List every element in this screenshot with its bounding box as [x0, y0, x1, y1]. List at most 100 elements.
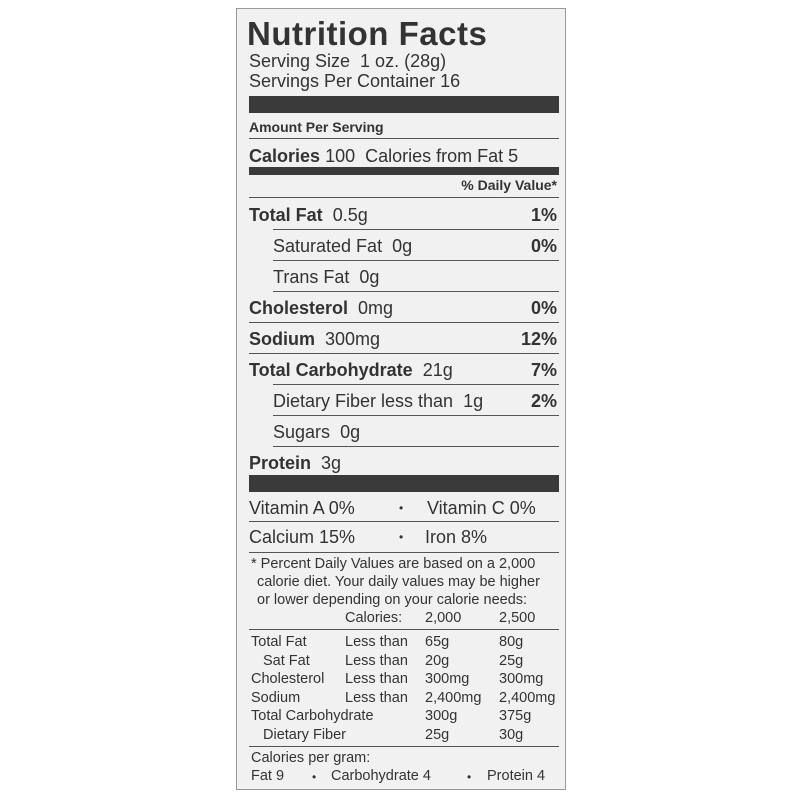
table-cell: 25g	[425, 727, 450, 743]
calories-per-gram-protein: Protein 4	[487, 768, 546, 784]
table-cell: Less than	[345, 671, 408, 688]
table-cell: Sat Fat	[263, 652, 310, 669]
table-cell: Sodium	[251, 689, 301, 706]
footnote-line: * Percent Daily Values are based on a 2,…	[251, 556, 536, 572]
table-cell: 20g	[425, 652, 450, 669]
table-cell: Less than	[345, 634, 408, 650]
calories-value: 100	[325, 146, 356, 166]
nutrient-amount: 0mg	[358, 298, 394, 318]
nutrient-label: Saturated Fat	[273, 236, 383, 256]
separator-dot: •	[399, 501, 404, 515]
divider	[249, 353, 559, 354]
table-cell: Total Carbohydrate	[251, 708, 374, 725]
table-cell: 25g	[499, 652, 524, 669]
nutrient-daily-value: 0%	[530, 236, 557, 256]
nutrition-facts-label: Nutrition Facts Serving Size 1 oz. (28g)…	[236, 8, 566, 790]
nutrient-amount: 1g	[463, 391, 484, 411]
divider	[249, 552, 559, 553]
thick-divider	[249, 475, 559, 492]
nutrient-label: Total Fat	[249, 205, 323, 225]
serving-size: Serving Size 1 oz. (28g)	[249, 51, 447, 71]
divider	[273, 415, 559, 416]
table-cell: 300g	[425, 708, 458, 725]
vitamin-right: Iron 8%	[425, 527, 488, 547]
nutrient-daily-value: 1%	[530, 205, 557, 225]
table-cell: 2,400mg	[499, 689, 556, 706]
table-cell: 80g	[499, 634, 524, 650]
table-header-cell: Calories:	[345, 610, 403, 626]
nutrient-row: Saturated Fat 0g	[273, 237, 412, 255]
table-cell: 2,400mg	[425, 689, 482, 706]
footnote-line: calorie diet. Your daily values may be h…	[257, 574, 540, 590]
calories-row: Calories 100 Calories from Fat 5	[249, 147, 518, 165]
servings-per-container: Servings Per Container 16	[249, 71, 461, 91]
divider	[249, 138, 559, 139]
nutrient-row: Sugars 0g	[273, 423, 360, 441]
table-cell: Total Fat	[251, 634, 307, 650]
calories-per-gram-carbohydrate: Carbohydrate 4	[331, 768, 431, 784]
table-cell: Less than	[345, 652, 408, 669]
amount-per-serving: Amount Per Serving	[249, 119, 384, 135]
divider	[249, 521, 559, 522]
nutrient-row: Total Carbohydrate 21g	[249, 361, 453, 379]
nutrient-amount: 3g	[321, 453, 342, 473]
table-cell: Dietary Fiber	[263, 727, 346, 743]
nutrient-row: Trans Fat 0g	[273, 268, 379, 286]
divider	[273, 260, 559, 261]
nutrient-label: Total Carbohydrate	[249, 360, 413, 380]
thick-divider	[249, 96, 559, 113]
nutrient-amount: 0g	[359, 267, 380, 287]
footnote-line: or lower depending on your calorie needs…	[257, 592, 528, 608]
nutrient-daily-value: 12%	[520, 329, 557, 349]
calories-per-gram-label: Calories per gram:	[251, 750, 371, 766]
calories-from-fat: Calories from Fat 5	[365, 146, 519, 166]
divider	[273, 446, 559, 447]
nutrient-amount: 0g	[340, 422, 361, 442]
nutrient-row: Total Fat 0.5g	[249, 206, 368, 224]
vitamin-right: Vitamin C 0%	[427, 498, 536, 518]
divider	[249, 629, 559, 630]
table-cell: 300mg	[499, 671, 544, 688]
calories-label: Calories	[249, 146, 321, 166]
divider	[273, 291, 559, 292]
divider	[273, 384, 559, 385]
calories-per-gram-fat: Fat 9	[251, 768, 285, 784]
nutrient-label: Sugars	[273, 422, 331, 442]
nutrient-row: Cholesterol 0mg	[249, 299, 393, 317]
table-cell: 300mg	[425, 671, 470, 688]
table-cell: 30g	[499, 727, 524, 743]
table-cell: Cholesterol	[251, 671, 325, 688]
nutrient-row: Dietary Fiber less than 1g	[273, 392, 483, 410]
table-cell: 65g	[425, 634, 450, 650]
table-header-cell: 2,500	[499, 610, 536, 626]
nutrient-amount: 0g	[392, 236, 413, 256]
separator-dot: •	[399, 530, 404, 544]
nutrient-amount: 0.5g	[332, 205, 368, 225]
nutrient-daily-value: 0%	[530, 298, 557, 318]
vitamin-left: Vitamin A 0%	[249, 498, 355, 518]
nutrient-amount: 300mg	[325, 329, 381, 349]
divider	[249, 746, 559, 747]
label-title: Nutrition Facts	[247, 15, 488, 52]
medium-divider	[249, 167, 559, 175]
divider	[249, 197, 559, 198]
nutrient-row: Protein 3g	[249, 454, 341, 472]
daily-value-header: % Daily Value*	[461, 177, 557, 193]
table-cell: 375g	[499, 708, 532, 725]
nutrient-label: Sodium	[249, 329, 315, 349]
table-cell: Less than	[345, 689, 408, 706]
divider	[273, 229, 559, 230]
table-header-cell: 2,000	[425, 610, 462, 626]
separator-dot: •	[312, 770, 317, 784]
nutrient-row: Sodium 300mg	[249, 330, 380, 348]
nutrient-daily-value: 2%	[530, 391, 557, 411]
nutrient-label: Cholesterol	[249, 298, 349, 318]
nutrient-amount: 21g	[422, 360, 453, 380]
nutrient-label: Dietary Fiber less than	[273, 391, 454, 411]
nutrient-daily-value: 7%	[530, 360, 557, 380]
nutrient-label: Trans Fat	[273, 267, 350, 287]
divider	[249, 322, 559, 323]
vitamin-left: Calcium 15%	[249, 527, 356, 547]
nutrient-label: Protein	[249, 453, 312, 473]
separator-dot: •	[467, 770, 472, 784]
